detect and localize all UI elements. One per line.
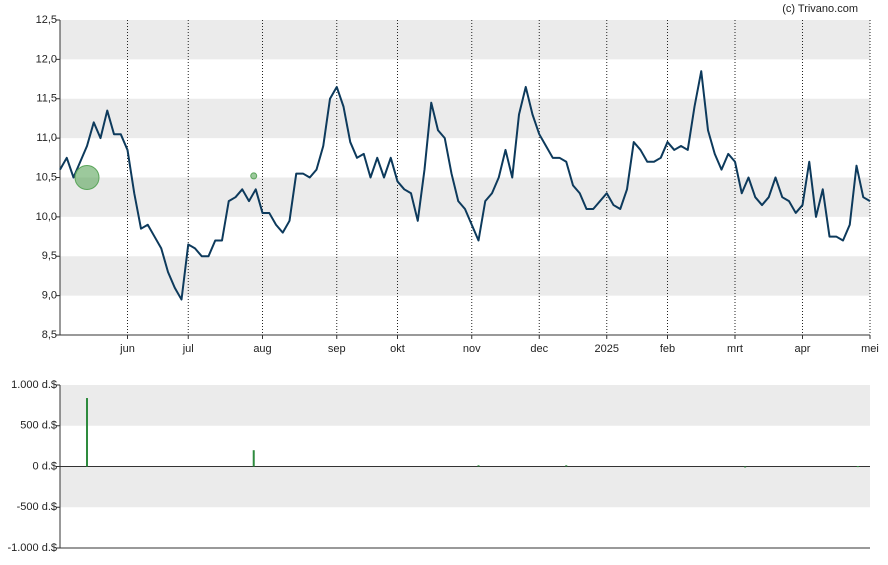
y-tick-label: 9,5 (42, 250, 57, 262)
y-tick-label: 10,0 (36, 211, 57, 223)
bar (477, 465, 480, 467)
x-tick-label: okt (390, 343, 405, 355)
y-tick-label: 8,5 (42, 329, 57, 341)
y-tick-label: 9,0 (42, 290, 57, 302)
price-line (59, 70, 871, 301)
y-tick-label: 10,5 (36, 171, 57, 183)
x-tick-label: feb (660, 343, 675, 355)
y-tick-label: -500 d.$ (17, 501, 57, 513)
y-tick-label: 500 d.$ (20, 420, 57, 432)
y-tick-label: 11,0 (36, 132, 57, 144)
band (60, 98, 870, 139)
event-marker (250, 172, 258, 180)
band (60, 385, 870, 426)
x-tick-label: jul (182, 343, 194, 355)
bar (856, 466, 859, 468)
x-tick-label: nov (463, 343, 481, 355)
x-tick-label: jun (119, 343, 135, 355)
band (60, 466, 870, 508)
y-tick-label: 11,5 (36, 93, 57, 105)
x-tick-label: sep (328, 343, 346, 355)
y-tick-label: 12,5 (36, 14, 57, 26)
band (60, 256, 870, 296)
x-tick-label: dec (530, 343, 548, 355)
y-tick-label: 0 d.$ (33, 460, 57, 472)
bar (86, 398, 88, 467)
bar (744, 466, 747, 468)
bar (565, 465, 568, 467)
x-tick-label: aug (253, 343, 271, 355)
x-tick-label: mrt (727, 343, 743, 355)
event-marker (74, 165, 100, 190)
y-tick-label: 12,0 (36, 53, 57, 65)
bar (252, 450, 255, 467)
y-tick-label: -1.000 d.$ (7, 542, 57, 554)
x-tick-label: mei (861, 343, 879, 355)
y-tick-label: 1.000 d.$ (11, 379, 57, 391)
x-tick-label: apr (795, 343, 811, 355)
credit: (c) Trivano.com (782, 3, 858, 15)
band (60, 20, 870, 60)
x-tick-label: 2025 (595, 343, 619, 355)
